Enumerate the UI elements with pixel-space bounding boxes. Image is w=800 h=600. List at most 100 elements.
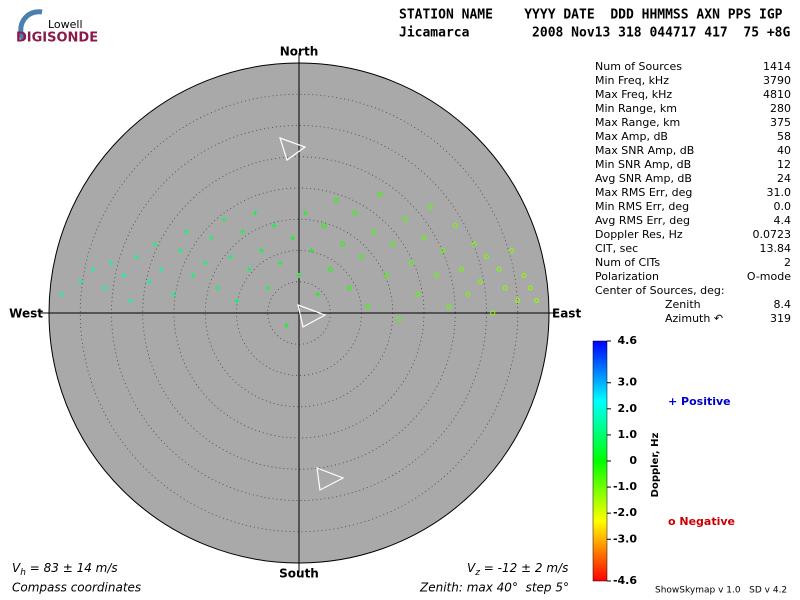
source-negative	[415, 291, 421, 297]
direction-label: East	[552, 307, 581, 321]
source-negative	[527, 285, 533, 291]
source-positive	[127, 298, 133, 303]
vz-symbol: V	[467, 561, 476, 575]
source-negative	[327, 266, 333, 272]
source-positive	[302, 210, 308, 216]
source-negative	[496, 266, 502, 272]
stat-value: 13.84	[760, 242, 792, 255]
source-positive	[309, 248, 314, 253]
stat-value: 12	[777, 158, 791, 171]
source-negative	[465, 291, 471, 297]
source-positive	[234, 298, 239, 303]
source-negative	[359, 254, 364, 260]
source-positive	[59, 291, 64, 297]
source-negative	[434, 273, 439, 278]
source-positive	[284, 323, 289, 328]
source-positive	[77, 279, 83, 285]
stat-value: 0.0723	[753, 228, 792, 241]
stat-label: Num of CITs	[595, 256, 660, 269]
source-negative	[515, 298, 521, 303]
colorbar: 4.6 3.0 2.0 1.0 0 -1.0 -2.0 -3.0 -4.6 Doppler, Hz	[592, 334, 661, 587]
source-positive	[246, 266, 252, 272]
stat-value: 40	[777, 144, 791, 157]
vz-value: = -12 ± 2 m/s	[480, 561, 568, 575]
colorbar-tick-label: 3.0	[618, 376, 638, 389]
source-positive	[171, 291, 177, 297]
source-negative	[409, 260, 414, 266]
source-negative	[534, 298, 539, 303]
source-positive	[240, 229, 246, 235]
colorbar-tick-label: -2.0	[613, 506, 637, 519]
stat-value: 375	[770, 116, 791, 129]
source-negative	[477, 279, 483, 285]
stat-value: 4.4	[774, 214, 792, 227]
stat-label: Min RMS Err, deg	[595, 200, 689, 213]
stat-value: 24	[777, 172, 791, 185]
stat-label: Max Range, km	[595, 116, 680, 129]
source-positive	[259, 248, 264, 253]
source-negative	[402, 216, 408, 222]
source-positive	[177, 248, 183, 253]
colorbar-tick-label: 4.6	[618, 334, 638, 347]
colorbar-tick-label: 2.0	[618, 402, 638, 415]
stat-label: CIT, sec	[595, 242, 638, 255]
source-positive	[159, 266, 164, 272]
stat-label: Min Freq, kHz	[595, 74, 669, 87]
source-negative	[502, 285, 508, 291]
colorbar-tick-label: 0	[629, 454, 637, 467]
source-negative	[484, 254, 489, 260]
source-positive	[209, 235, 214, 241]
source-negative	[421, 235, 427, 241]
stat-label: Avg RMS Err, deg	[595, 214, 690, 227]
source-positive	[152, 241, 158, 247]
colorbar-tick-label: -3.0	[613, 532, 637, 545]
source-negative	[396, 316, 402, 322]
vh-value: = 83 ± 14 m/s	[26, 561, 118, 575]
version: ShowSkymap v 1.0 SD v 4.2	[655, 586, 787, 596]
source-negative	[471, 241, 477, 247]
stat-label: Num of Sources	[595, 60, 682, 73]
colorbar-tick-label: 1.0	[618, 428, 638, 441]
logo-top: Lowell	[48, 18, 83, 31]
direction-marker	[279, 137, 345, 491]
stat-label: Doppler Res, Hz	[595, 228, 683, 241]
source-positive	[134, 254, 139, 260]
legend-positive: + Positive	[668, 395, 731, 408]
colorbar-title: Doppler, Hz	[650, 433, 661, 498]
stat-value: 31.0	[767, 186, 792, 199]
source-negative	[427, 204, 433, 210]
direction-label: North	[280, 45, 318, 59]
source-positive	[109, 260, 114, 266]
source-positive	[277, 260, 283, 266]
source-negative	[334, 198, 339, 203]
source-negative	[377, 191, 383, 197]
stat-label: Center of Sources, deg:	[595, 284, 725, 297]
source-negative	[446, 304, 452, 310]
skymap: North South West East	[9, 45, 581, 581]
legend-negative: o Negative	[668, 515, 735, 528]
stat-label: Min SNR Amp, dB	[595, 158, 691, 171]
source-negative	[365, 304, 371, 310]
source-negative	[321, 223, 327, 228]
source-positive	[252, 210, 258, 216]
source-negative	[521, 273, 527, 278]
stat-label: Max Amp, dB	[595, 130, 668, 143]
stat-value: 58	[777, 130, 791, 143]
stat-value: 3790	[763, 74, 791, 87]
logo-name: DIGISONDE	[16, 31, 98, 46]
header-line: STATION NAME YYYY DATE DDD HHMMSS AXN PP…	[399, 8, 783, 23]
stat-label: Azimuth ↶	[665, 312, 723, 325]
source-negative	[352, 210, 358, 216]
stats-table: Num of Sources 1414 Min Freq, kHz 3790 Max F…	[595, 60, 791, 325]
stat-label: Min Range, km	[595, 102, 677, 115]
source-negative	[346, 285, 352, 291]
source-negative	[390, 241, 396, 247]
source-negative	[459, 266, 464, 272]
colorbar-scale	[592, 340, 608, 582]
colorbar-tick-label: -4.6	[613, 574, 637, 587]
direction-label: West	[9, 307, 43, 321]
source-positive	[90, 266, 96, 272]
stat-label: Avg SNR Amp, dB	[595, 172, 692, 185]
source-negative	[509, 248, 514, 253]
